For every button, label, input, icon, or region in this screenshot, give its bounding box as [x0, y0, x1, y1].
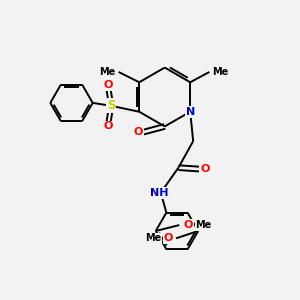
Text: O: O [164, 233, 173, 243]
Text: S: S [107, 99, 116, 112]
Text: Me: Me [99, 67, 116, 77]
Text: NH: NH [150, 188, 169, 198]
Text: O: O [103, 80, 113, 90]
Text: O: O [200, 164, 210, 174]
Text: Me: Me [196, 220, 212, 230]
Text: N: N [186, 107, 195, 117]
Text: O: O [184, 220, 193, 230]
Text: O: O [134, 127, 143, 137]
Text: Me: Me [212, 67, 229, 77]
Text: O: O [103, 122, 113, 131]
Text: Me: Me [145, 233, 161, 243]
